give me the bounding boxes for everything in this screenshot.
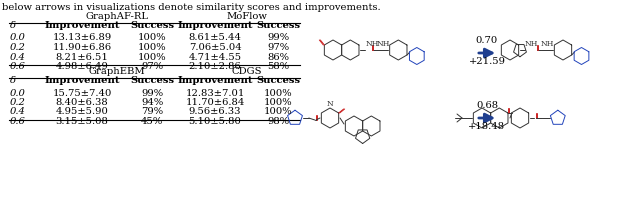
Text: δ: δ: [10, 76, 16, 85]
Text: GraphEBM: GraphEBM: [89, 67, 145, 76]
Text: 3.15±5.08: 3.15±5.08: [56, 117, 108, 126]
Text: 0.0: 0.0: [10, 33, 26, 42]
Text: Improvement: Improvement: [177, 76, 253, 85]
Text: CDGS: CDGS: [231, 67, 262, 76]
Text: Improvement: Improvement: [44, 21, 120, 30]
Text: 8.40±6.38: 8.40±6.38: [56, 98, 108, 107]
Text: Success: Success: [130, 76, 174, 85]
Text: 0.68: 0.68: [476, 101, 498, 110]
Text: 97%: 97%: [141, 62, 163, 71]
Text: 100%: 100%: [138, 52, 166, 62]
Text: 58%: 58%: [267, 62, 289, 71]
Text: 0.70: 0.70: [476, 36, 498, 45]
Text: below arrows in visualizations denote similarity scores and improvements.: below arrows in visualizations denote si…: [2, 3, 381, 12]
Text: 0.4: 0.4: [10, 52, 26, 62]
Text: 8.21±6.51: 8.21±6.51: [56, 52, 108, 62]
Text: 9.56±6.33: 9.56±6.33: [189, 108, 241, 116]
Text: NH: NH: [376, 41, 390, 48]
Text: δ: δ: [10, 21, 16, 30]
Text: Success: Success: [130, 21, 174, 30]
Text: 0.6: 0.6: [10, 117, 26, 126]
Text: Improvement: Improvement: [44, 76, 120, 85]
Text: 79%: 79%: [141, 108, 163, 116]
Text: +18.48: +18.48: [468, 122, 506, 131]
Text: 94%: 94%: [141, 98, 163, 107]
Text: 12.83±7.01: 12.83±7.01: [186, 88, 244, 98]
Text: NH: NH: [541, 41, 554, 48]
Text: N: N: [326, 99, 333, 108]
Text: 0.0: 0.0: [10, 88, 26, 98]
Text: GraphAF-RL: GraphAF-RL: [86, 12, 148, 21]
Text: 2.10±2.86: 2.10±2.86: [189, 62, 241, 71]
Text: 45%: 45%: [141, 117, 163, 126]
Text: 13.13±6.89: 13.13±6.89: [52, 33, 111, 42]
Text: +21.59: +21.59: [468, 57, 506, 66]
Text: 11.70±6.84: 11.70±6.84: [186, 98, 244, 107]
Text: 0.2: 0.2: [10, 98, 26, 107]
Text: 86%: 86%: [267, 52, 289, 62]
Text: NH: NH: [365, 41, 379, 48]
Text: 7.06±5.04: 7.06±5.04: [189, 43, 241, 52]
Text: 15.75±7.40: 15.75±7.40: [52, 88, 112, 98]
Text: NH: NH: [525, 41, 538, 48]
Text: 4.71±4.55: 4.71±4.55: [188, 52, 241, 62]
Text: Success: Success: [256, 76, 300, 85]
Text: MoFlow: MoFlow: [226, 12, 267, 21]
Text: 11.90±6.86: 11.90±6.86: [52, 43, 111, 52]
Text: 97%: 97%: [267, 43, 289, 52]
Text: 99%: 99%: [141, 88, 163, 98]
Text: 100%: 100%: [138, 43, 166, 52]
Text: 100%: 100%: [264, 88, 292, 98]
Text: 0.4: 0.4: [10, 108, 26, 116]
Text: 8.61±5.44: 8.61±5.44: [189, 33, 241, 42]
Text: 99%: 99%: [267, 33, 289, 42]
Text: 0.6: 0.6: [10, 62, 26, 71]
Text: 100%: 100%: [138, 33, 166, 42]
Text: 98%: 98%: [267, 117, 289, 126]
Text: Success: Success: [256, 21, 300, 30]
Text: 100%: 100%: [264, 98, 292, 107]
Text: Improvement: Improvement: [177, 21, 253, 30]
Text: 4.98±6.49: 4.98±6.49: [56, 62, 108, 71]
Text: 4.95±5.90: 4.95±5.90: [56, 108, 108, 116]
Text: 5.10±5.80: 5.10±5.80: [189, 117, 241, 126]
Text: 100%: 100%: [264, 108, 292, 116]
Text: 0.2: 0.2: [10, 43, 26, 52]
